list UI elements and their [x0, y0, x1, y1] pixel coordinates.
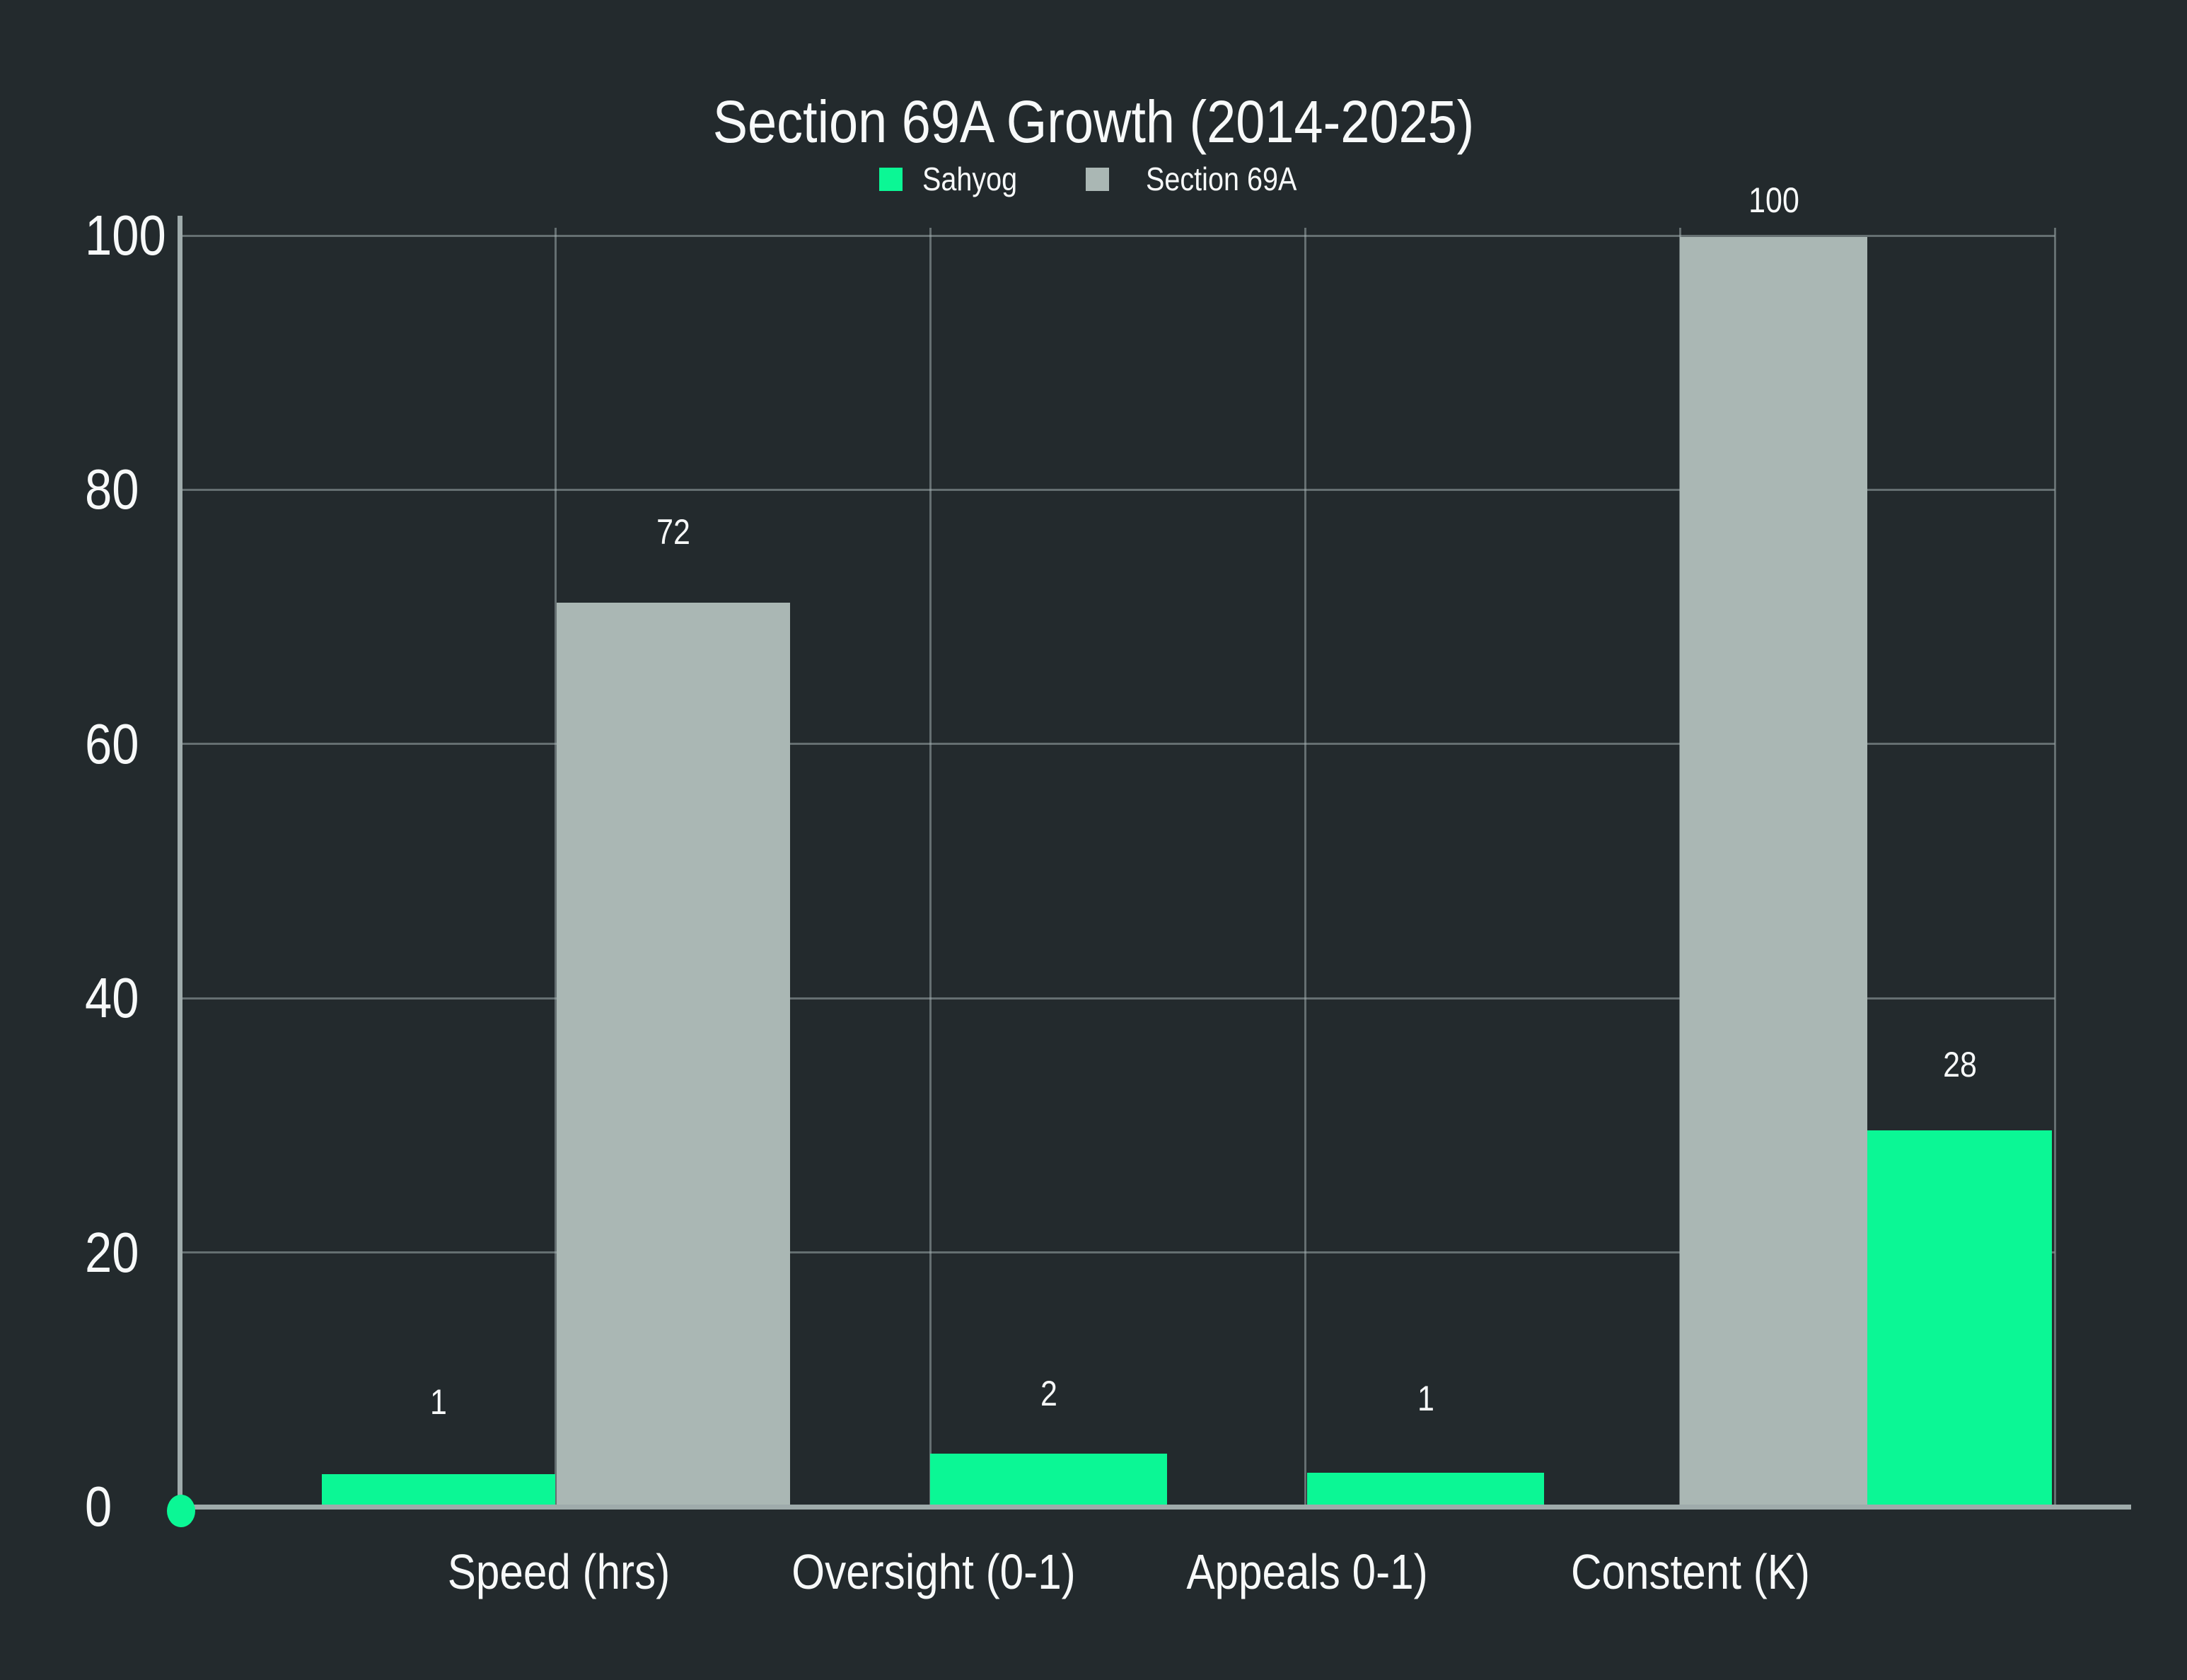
gridline-v-0: [554, 228, 557, 1505]
y-tick-label-100: 100: [85, 204, 166, 267]
legend-label-sahyog: Sahyog: [922, 161, 1018, 197]
origin-dot-icon: [167, 1495, 195, 1527]
gridline-h-80: [182, 488, 2055, 491]
gridline-h-100: [182, 234, 2055, 237]
chart-title: Section 69A Growth (2014-2025): [712, 88, 1475, 155]
y-tick-label-20: 20: [85, 1220, 139, 1284]
legend-swatch-section-69a: [1086, 168, 1109, 191]
bar-sahyog-0: [322, 1474, 555, 1507]
bar-value-label: 100: [1748, 180, 1799, 220]
y-axis-line: [178, 216, 182, 1510]
x-category-label-2: Appeals 0-1): [1186, 1544, 1428, 1599]
gridline-h-60: [182, 743, 2055, 746]
gridline-v-2: [1304, 228, 1306, 1505]
x-category-label-1: Oversight (0-1): [791, 1544, 1076, 1599]
y-tick-label-80: 80: [85, 458, 139, 521]
bar-value-label: 72: [656, 512, 690, 552]
gridline-h-40: [182, 997, 2055, 1000]
x-category-label-3: Constent (K): [1571, 1544, 1810, 1599]
bar-value-label: 2: [1040, 1374, 1057, 1413]
bar-sahyog-2: [1307, 1473, 1544, 1507]
y-tick-label-0: 0: [85, 1475, 112, 1538]
gridline-h-20: [182, 1251, 2055, 1254]
bar-section-69a-0: [557, 603, 790, 1507]
legend-swatch-sahyog: [879, 168, 903, 191]
bar-value-label: 1: [430, 1382, 447, 1422]
gridline-v-4: [2053, 228, 2056, 1505]
legend-label-section-69a: Section 69A: [1146, 161, 1297, 197]
x-axis-line: [177, 1505, 2131, 1510]
bar-sahyog-3: [1867, 1130, 2052, 1507]
bar-value-label: 28: [1942, 1045, 1977, 1084]
bar-sahyog-1: [930, 1454, 1167, 1507]
y-tick-label-40: 40: [85, 966, 139, 1030]
x-category-label-0: Speed (hrs): [447, 1544, 671, 1599]
gridline-v-1: [929, 228, 932, 1505]
bar-value-label: 1: [1417, 1379, 1434, 1418]
bar-section-69a-3: [1680, 237, 1867, 1507]
y-tick-label-60: 60: [85, 712, 139, 775]
